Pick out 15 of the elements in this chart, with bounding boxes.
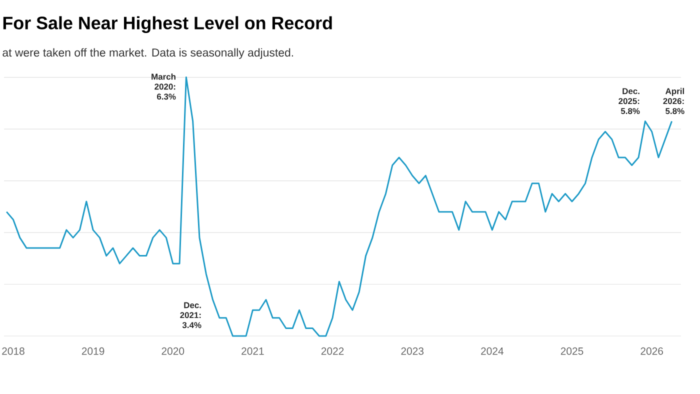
x-tick-label: 2022 [321,347,344,355]
chart-title: For Sale Near Highest Level on Record [3,16,332,33]
x-tick-label: 2023 [401,347,424,355]
x-tick-label: 2025 [560,347,584,355]
annotation: Dec. 2021: 3.4% [180,302,202,328]
x-tick-label: 2018 [2,347,24,355]
x-tick-label: 2020 [162,347,184,355]
annotation: Dec. 2025: 5.8% [618,88,640,114]
x-tick-label: 2019 [82,347,104,355]
x-tick-label: 2024 [481,347,504,355]
annotation: April 2026: 5.8% [663,88,684,114]
x-tick-label: 2021 [242,347,264,355]
chart-subtitle: at were taken off the market. Data is seasonally adjusted. [2,48,294,59]
x-tick-label: 2026 [640,347,663,355]
annotation: March 2020: 6.3% [152,73,176,100]
